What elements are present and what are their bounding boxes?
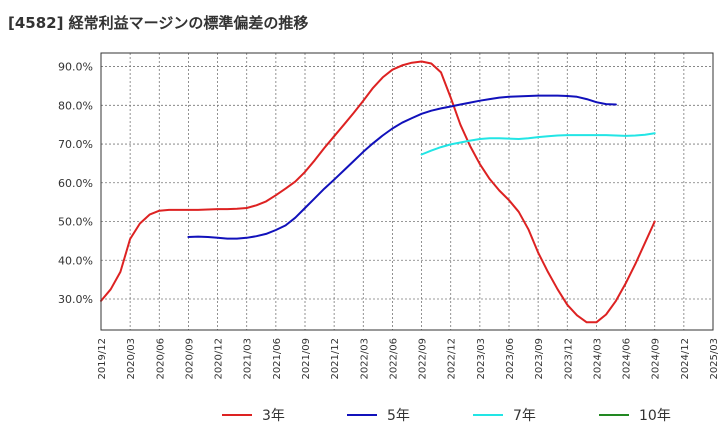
x-tick-label: 2021/03 [243,338,254,380]
legend-item: 10年 [599,400,671,430]
legend-swatch [222,414,252,416]
x-tick-label: 2020/09 [184,338,195,380]
x-tick-label: 2022/06 [388,338,399,380]
legend-item: 7年 [473,400,536,430]
grid-lines [101,53,713,330]
y-axis-ticks: 30.0% 40.0% 50.0% 60.0% 70.0% 80.0% 90.0% [58,61,93,306]
y-tick-label: 40.0% [58,254,93,267]
y-tick-label: 50.0% [58,216,93,229]
legend-label: 7年 [513,408,536,424]
x-tick-label: 2024/06 [622,338,633,380]
legend-label: 10年 [639,408,671,424]
x-tick-label: 2020/12 [214,338,225,380]
x-tick-label: 2021/12 [330,338,341,380]
legend: 3年 5年 7年 10年 [0,400,720,430]
y-tick-label: 60.0% [58,177,93,190]
y-tick-label: 30.0% [58,293,93,306]
legend-label: 3年 [262,408,285,424]
series-lines [100,60,656,324]
series-line-5年 [187,94,617,240]
x-tick-label: 2021/09 [301,338,312,380]
x-tick-label: 2023/12 [563,338,574,380]
x-tick-label: 2022/03 [359,338,370,380]
x-tick-label: 2023/03 [476,338,487,380]
y-tick-label: 80.0% [58,99,93,112]
legend-swatch [599,414,629,416]
series-line-3年 [100,60,656,324]
x-tick-label: 2020/06 [155,338,166,380]
legend-swatch [347,414,377,416]
x-tick-label: 2024/12 [680,338,691,380]
x-axis-ticks: 2019/12 2020/03 2020/06 2020/09 2020/12 2021/… [97,338,720,380]
legend-item: 3年 [222,400,285,430]
x-tick-label: 2024/09 [651,338,662,380]
x-tick-label: 2022/12 [447,338,458,380]
x-tick-label: 2019/12 [97,338,108,380]
axes [100,52,714,331]
y-tick-label: 70.0% [58,138,93,151]
x-tick-label: 2023/09 [534,338,545,380]
legend-item: 5年 [347,400,410,430]
x-tick-label: 2021/06 [272,338,283,380]
y-tick-label: 90.0% [58,61,93,74]
chart-title: [4582] 経常利益マージンの標準偏差の推移 [8,14,309,32]
x-tick-label: 2020/03 [126,338,137,380]
x-tick-label: 2022/09 [418,338,429,380]
series-line-7年 [420,132,656,156]
legend-label: 5年 [387,408,410,424]
x-tick-label: 2023/06 [505,338,516,380]
legend-swatch [473,414,503,416]
plot-frame [100,52,714,331]
x-tick-label: 2024/03 [592,338,603,380]
line-chart: 30.0% 40.0% 50.0% 60.0% 70.0% 80.0% 90.0% 2019… [58,52,720,380]
x-tick-label: 2025/03 [709,338,720,380]
